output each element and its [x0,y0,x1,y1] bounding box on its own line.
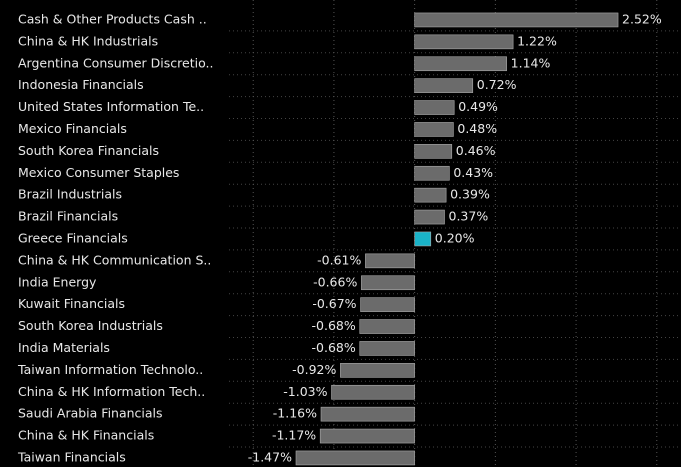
category-label: Cash & Other Products Cash .. [18,11,207,26]
category-label: China & HK Financials [18,428,154,443]
value-label: 0.46% [456,143,496,158]
category-label: Indonesia Financials [18,77,144,92]
bar [414,100,455,115]
bar [360,297,415,312]
value-label: -1.47% [248,449,292,464]
bar [320,406,415,422]
category-label: China & HK Information Tech.. [18,384,205,399]
bar [414,78,474,93]
bar [359,319,415,334]
bar [359,341,415,356]
bar [414,231,432,247]
value-label: -0.92% [292,362,336,377]
value-label: -0.68% [312,340,356,355]
value-label: -1.03% [283,384,327,399]
category-label: Kuwait Financials [18,296,125,311]
category-label: Mexico Consumer Staples [18,165,179,180]
bar [414,56,507,72]
bar [414,165,450,181]
category-label: Argentina Consumer Discretio.. [18,55,213,70]
value-label: 0.48% [457,121,497,136]
category-label: China & HK Industrials [18,33,158,48]
category-label: Greece Financials [18,230,128,245]
category-label: Taiwan Financials [17,449,126,464]
category-label: India Energy [18,274,97,289]
value-label: 0.37% [449,209,489,224]
category-label: Mexico Financials [18,121,127,136]
category-label: India Materials [18,340,110,355]
bar [331,384,415,400]
category-label: South Korea Industrials [18,318,163,333]
bar [414,144,453,159]
bar [414,122,454,137]
bar [340,363,415,378]
value-label: 0.72% [477,77,517,92]
value-label: -1.17% [272,428,316,443]
bar [414,34,514,50]
bar [361,275,415,291]
value-label: 1.14% [511,55,551,70]
value-label: 0.43% [453,165,493,180]
value-label: -1.16% [273,406,317,421]
value-label: -0.61% [317,252,361,267]
category-label: Brazil Financials [18,209,118,224]
value-label: -0.68% [312,318,356,333]
bar [414,12,619,28]
value-label: 0.49% [458,99,498,114]
value-label: -0.66% [313,274,357,289]
value-label: 2.52% [622,11,662,26]
bar [414,187,447,203]
category-label: South Korea Financials [18,143,159,158]
category-label: United States Information Te.. [18,99,204,114]
category-label: China & HK Communication S.. [18,252,211,267]
bar [319,428,415,444]
bar [414,209,445,225]
value-label: 0.20% [435,230,475,245]
category-label: Saudi Arabia Financials [18,406,163,421]
category-label: Brazil Industrials [18,187,122,202]
bar [365,253,415,269]
value-label: 1.22% [517,33,557,48]
value-label: -0.67% [312,296,356,311]
value-label: 0.39% [450,187,490,202]
category-label: Taiwan Information Technolo.. [17,362,203,377]
bar [295,450,415,466]
